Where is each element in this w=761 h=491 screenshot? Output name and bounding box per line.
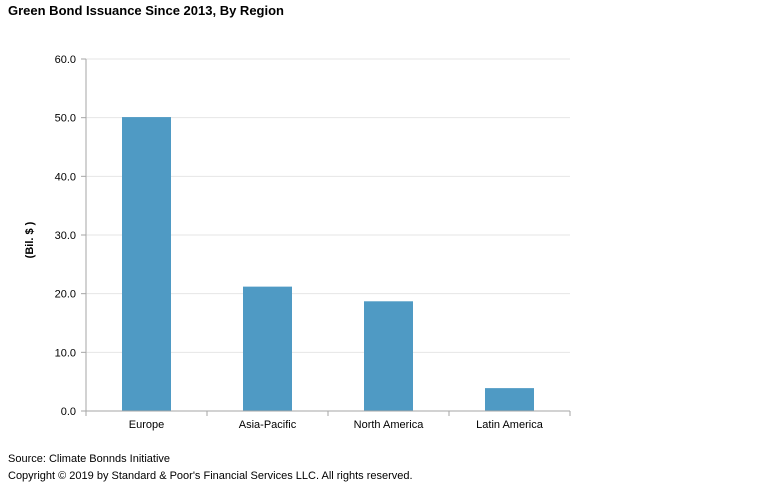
bar-latin-america bbox=[485, 388, 534, 411]
bar-north-america bbox=[364, 301, 413, 411]
y-tick-label: 40.0 bbox=[55, 171, 76, 183]
y-axis-label: (Bil. $ ) bbox=[24, 221, 36, 258]
y-tick-label: 50.0 bbox=[55, 113, 76, 125]
y-tick-label: 0.0 bbox=[61, 406, 76, 418]
gridlines bbox=[86, 58, 570, 353]
bar-asia-pacific bbox=[243, 286, 292, 411]
copyright-note: Copyright © 2019 by Standard & Poor's Fi… bbox=[8, 470, 413, 482]
y-tick-label: 20.0 bbox=[55, 289, 76, 301]
tick-labels: 0.0 10.0 20.0 30.0 40.0 50.0 60.0 Europe Asia-Pa… bbox=[55, 54, 544, 431]
bar-chart: 0.0 10.0 20.0 30.0 40.0 50.0 60.0 Europe Asia-Pa… bbox=[24, 54, 571, 431]
x-tick-label: Latin America bbox=[476, 419, 544, 431]
chart-title: Green Bond Issuance Since 2013, By Regio… bbox=[8, 3, 284, 18]
bars bbox=[122, 117, 534, 411]
bar-europe bbox=[122, 117, 171, 411]
x-tick-label: Europe bbox=[129, 419, 164, 431]
y-tick-label: 60.0 bbox=[55, 54, 76, 66]
y-tick-label: 10.0 bbox=[55, 347, 76, 359]
y-tick-label: 30.0 bbox=[55, 230, 76, 242]
x-tick-label: Asia-Pacific bbox=[239, 419, 297, 431]
x-tick-label: North America bbox=[354, 419, 425, 431]
source-note: Source: Climate Bonnds Initiative bbox=[8, 453, 171, 465]
axes bbox=[81, 58, 571, 416]
